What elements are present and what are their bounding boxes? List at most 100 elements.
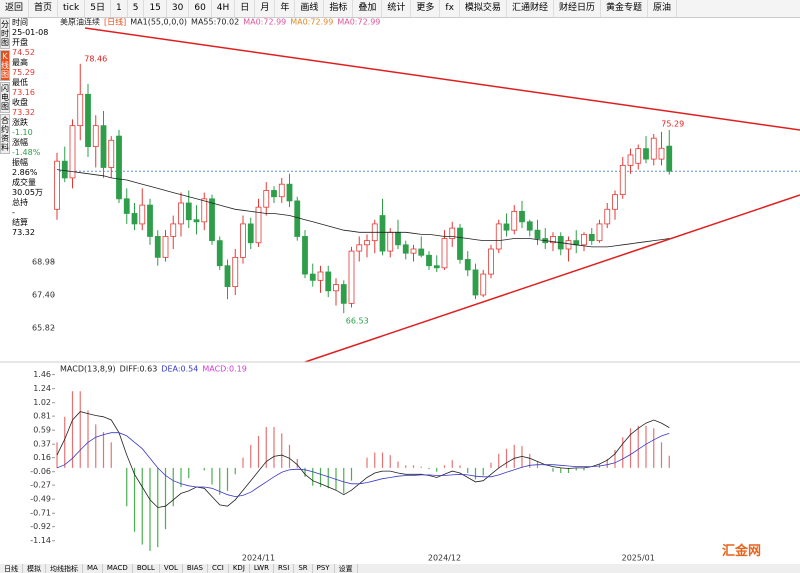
toolbar-button[interactable]: tick: [58, 0, 86, 17]
side-tab[interactable]: 闪电图: [0, 82, 10, 113]
toolbar-button[interactable]: 财经日历: [554, 0, 601, 17]
y-tick-label: -0.92: [30, 522, 51, 531]
side-tab[interactable]: 合约资料: [0, 114, 10, 154]
bottom-tab[interactable]: VOL: [160, 564, 183, 573]
candle-body: [511, 210, 518, 231]
toolbar-button[interactable]: 日: [235, 0, 256, 17]
bottom-tab[interactable]: 模拟: [23, 564, 46, 573]
toolbar-button[interactable]: 模拟交易: [460, 0, 507, 17]
bottom-tab[interactable]: LWR: [250, 564, 274, 573]
legend-entry: MA0:72.99: [290, 18, 333, 27]
toolbar-button[interactable]: 5: [128, 0, 145, 17]
bottom-tab[interactable]: 设置: [335, 564, 358, 573]
toolbar-button[interactable]: 画线: [295, 0, 325, 17]
legend-entry: MA0:72.99: [337, 18, 380, 27]
toolbar-button[interactable]: 统计: [382, 0, 412, 17]
candle-body: [317, 271, 324, 281]
bottom-tab[interactable]: PSY: [313, 564, 335, 573]
toolbar-button[interactable]: 黄金专题: [601, 0, 648, 17]
candle-body: [116, 135, 122, 200]
candle-body: [108, 139, 115, 168]
candle-body: [488, 248, 494, 275]
bottom-tab[interactable]: 均线指标: [46, 564, 83, 573]
info-value: -: [12, 208, 15, 217]
toolbar-button[interactable]: 指标: [324, 0, 354, 17]
candle-body: [449, 227, 456, 239]
candle-body: [356, 244, 363, 252]
info-label: 收盘: [12, 98, 28, 107]
candle-body: [658, 147, 665, 160]
bottom-tab[interactable]: KDJ: [229, 564, 250, 573]
bottom-tab[interactable]: SR: [294, 564, 313, 573]
toolbar-button[interactable]: 叠加: [353, 0, 383, 17]
info-label: 成交量: [12, 178, 36, 187]
toolbar-button[interactable]: 月: [255, 0, 276, 17]
candle-body: [565, 240, 572, 250]
candle-body: [495, 223, 502, 250]
y-tick-label: 65.82: [32, 324, 55, 333]
toolbar-button[interactable]: fx: [440, 0, 460, 17]
candle-body: [131, 213, 138, 225]
x-tick-label: 2025/01: [622, 554, 655, 563]
toolbar-button[interactable]: 30: [167, 0, 190, 17]
toolbar-button[interactable]: 年: [275, 0, 296, 17]
toolbar-button[interactable]: 首页: [29, 0, 59, 17]
candle-body: [278, 183, 285, 198]
y-tick-label: 67.40: [32, 290, 55, 299]
candle-body: [247, 223, 254, 244]
candle-body: [271, 190, 277, 198]
toolbar-button[interactable]: 5日: [85, 0, 111, 17]
legend-text: [日线]: [104, 17, 126, 27]
candle-body: [170, 223, 177, 237]
bottom-tab[interactable]: CCI: [208, 564, 229, 573]
info-value: 73.32: [12, 108, 35, 117]
candle-body: [433, 265, 440, 269]
candle-body: [224, 265, 231, 288]
toolbar-button[interactable]: 15: [144, 0, 167, 17]
candle-body: [92, 125, 99, 147]
bottom-tab[interactable]: BOLL: [133, 564, 160, 573]
candle-body: [534, 229, 541, 239]
bottom-tab[interactable]: RSI: [274, 564, 295, 573]
candle-body: [650, 137, 657, 160]
info-label: 最高: [12, 58, 28, 67]
toolbar-button[interactable]: 60: [189, 0, 212, 17]
candle-body: [480, 273, 487, 296]
candle-body: [526, 221, 533, 231]
info-value: 75.29: [12, 68, 35, 77]
candle-body: [588, 233, 595, 242]
candle-body: [333, 284, 339, 292]
info-panel: 时间 25-01-08 开盘 74.52 最高 75.29 最低 73.16 收盘 73.32 涨跌…: [12, 18, 54, 238]
candle-body: [426, 254, 432, 267]
side-tab[interactable]: K线图: [0, 50, 10, 81]
toolbar-button[interactable]: 原油: [648, 0, 677, 17]
candle-body: [209, 198, 215, 242]
info-label: 最低: [12, 78, 28, 87]
candle-body: [139, 204, 146, 225]
dea-line: [56, 432, 670, 498]
x-tick-label: 2024/11: [242, 554, 275, 563]
high-annotation: 78.46: [84, 54, 107, 63]
bottom-tab[interactable]: MA: [83, 564, 103, 573]
toolbar-button[interactable]: 1: [111, 0, 128, 17]
bottom-tab[interactable]: BIAS: [183, 564, 208, 573]
candle-body: [77, 93, 84, 127]
side-tab[interactable]: 分时图: [0, 18, 10, 49]
toolbar-button[interactable]: 汇通财经: [507, 0, 554, 17]
toolbar-button[interactable]: 4H: [212, 0, 236, 17]
legend-text: 美原油连续: [60, 17, 100, 27]
info-value: 74.52: [12, 48, 35, 57]
candle-body: [635, 148, 642, 164]
bottom-tab[interactable]: 日线: [0, 564, 23, 573]
candle-body: [100, 125, 107, 168]
ma-line: [56, 169, 670, 248]
candle-body: [123, 198, 130, 214]
toolbar-button[interactable]: 更多: [411, 0, 441, 17]
bottom-tab[interactable]: MACD: [103, 564, 133, 573]
y-tick-label: 1.24: [33, 384, 51, 393]
candle-body: [550, 236, 556, 244]
candle-body: [464, 259, 471, 271]
y-tick-label: 68.98: [32, 257, 55, 266]
candle-body: [54, 160, 60, 210]
toolbar-button[interactable]: 返回: [0, 0, 30, 17]
